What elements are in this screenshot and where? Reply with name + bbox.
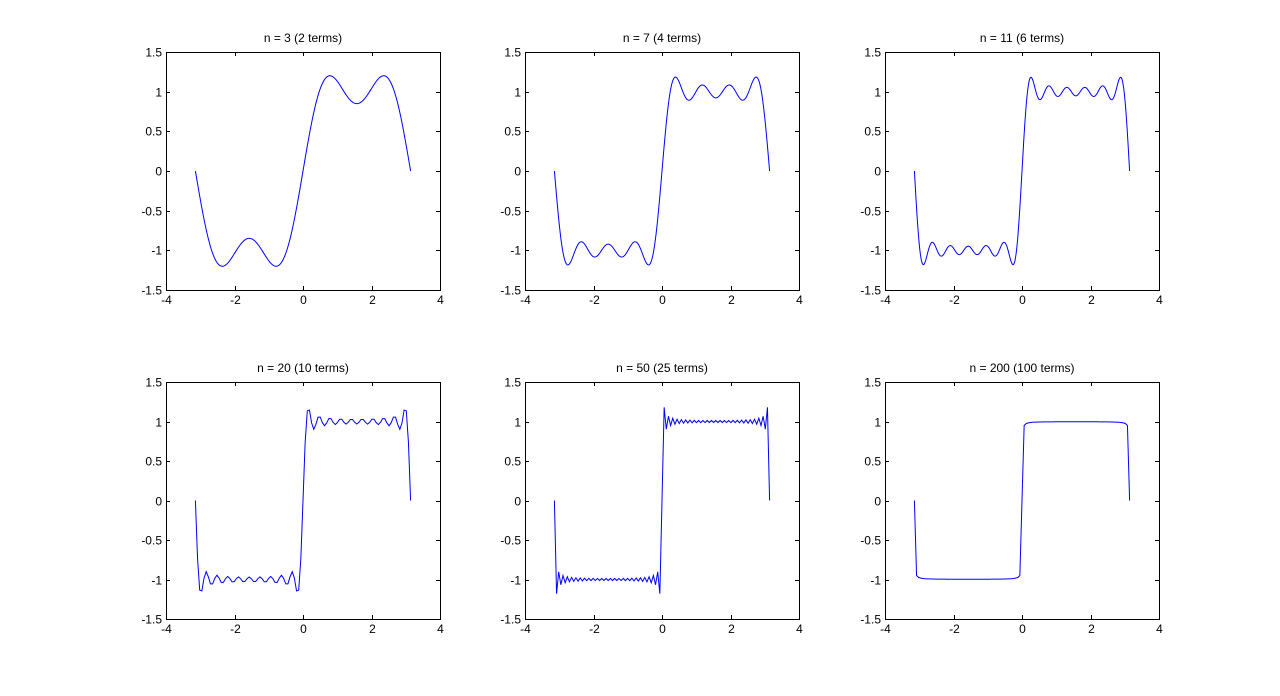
- x-tick-label: 2: [1088, 293, 1095, 307]
- y-tick-label: -1: [870, 574, 881, 588]
- x-tick-label: -2: [589, 622, 600, 636]
- y-tick-label: 1: [874, 416, 881, 430]
- x-tick-label: -2: [230, 293, 241, 307]
- series-line: [194, 409, 412, 592]
- y-tick-label: 0.5: [864, 125, 881, 139]
- subplot-5: n = 50 (25 terms) -4 -2 0 2 4 1.5 1 0.5 0 -0.5 -1 -1…: [500, 361, 803, 636]
- y-tick-label: 0.5: [145, 455, 162, 469]
- x-tick-label: 0: [659, 293, 666, 307]
- y-tick-label: -1: [870, 244, 881, 258]
- x-tick-label: 4: [1156, 622, 1163, 636]
- y-tick-label: -1.5: [500, 284, 521, 298]
- x-tick-label: 0: [659, 622, 666, 636]
- x-tick-label: 4: [796, 293, 803, 307]
- subplot-title: n = 200 (100 terms): [969, 361, 1074, 375]
- y-tick-label: -0.5: [141, 534, 162, 548]
- subplot-3: n = 11 (6 terms) -4 -2 0 2 4 1.5 1 0.5 0 -0.5 -1 -1.…: [860, 31, 1163, 307]
- y-tick-label: 1: [155, 416, 162, 430]
- y-tick-label: 0: [155, 165, 162, 179]
- y-tick-label: 0: [514, 495, 521, 509]
- y-tick-label: 1.5: [504, 376, 521, 390]
- subplot-title: n = 50 (25 terms): [616, 361, 708, 375]
- y-tick-label: -0.5: [860, 205, 881, 219]
- x-tick-label: 2: [369, 293, 376, 307]
- subplot-6: n = 200 (100 terms) -4 -2 0 2 4 1.5 1 0.5 0 -0.5 -1…: [860, 361, 1163, 636]
- y-tick-label: -0.5: [860, 534, 881, 548]
- x-tick-label: 2: [1088, 622, 1095, 636]
- x-tick-label: -2: [589, 293, 600, 307]
- y-tick-label: -1.5: [860, 613, 881, 627]
- x-tick-label: -4: [520, 622, 531, 636]
- subplot-1: n = 3 (2 terms) -4 -2 0 2 4 1.5 1 0.5 0 -0.5 -1 -1.5: [141, 31, 444, 307]
- y-tick-label: 1: [874, 86, 881, 100]
- y-tick-label: -0.5: [500, 205, 521, 219]
- x-tick-label: 0: [300, 622, 307, 636]
- y-tick-label: -1.5: [860, 284, 881, 298]
- x-tick-label: 4: [796, 622, 803, 636]
- subplot-2: n = 7 (4 terms) -4 -2 0 2 4 1.5 1 0.5 0 -0.5 -1 -1.5: [500, 31, 803, 307]
- subplot-title: n = 11 (6 terms): [980, 31, 1064, 45]
- y-tick-label: 1: [514, 86, 521, 100]
- y-tick-label: -1: [151, 244, 162, 258]
- y-tick-label: -1.5: [500, 613, 521, 627]
- y-tick-label: 0.5: [504, 125, 521, 139]
- y-tick-label: -1: [510, 244, 521, 258]
- subplot-title: n = 7 (4 terms): [623, 31, 701, 45]
- x-tick-label: 0: [1019, 293, 1026, 307]
- x-tick-label: -4: [880, 622, 891, 636]
- x-tick-label: 2: [728, 293, 735, 307]
- y-tick-label: 0: [514, 165, 521, 179]
- y-tick-label: -0.5: [500, 534, 521, 548]
- x-tick-label: 4: [437, 293, 444, 307]
- x-tick-label: 4: [437, 622, 444, 636]
- x-tick-label: -2: [949, 293, 960, 307]
- subplot-title: n = 3 (2 terms): [264, 31, 342, 45]
- y-tick-label: 1: [514, 416, 521, 430]
- series-line: [913, 421, 1131, 580]
- y-tick-label: 1.5: [864, 376, 881, 390]
- y-tick-label: 1.5: [504, 46, 521, 60]
- y-tick-label: -1.5: [141, 613, 162, 627]
- x-tick-label: 2: [369, 622, 376, 636]
- y-tick-label: 0.5: [864, 455, 881, 469]
- y-tick-label: -1: [510, 574, 521, 588]
- series-line: [913, 76, 1131, 266]
- y-tick-label: 1.5: [145, 46, 162, 60]
- x-tick-label: -4: [161, 293, 172, 307]
- x-tick-label: -4: [880, 293, 891, 307]
- series-line: [553, 76, 771, 266]
- y-tick-label: -1: [151, 574, 162, 588]
- y-tick-label: 0: [874, 165, 881, 179]
- x-tick-label: 0: [300, 293, 307, 307]
- y-tick-label: 0.5: [504, 455, 521, 469]
- x-tick-label: -4: [520, 293, 531, 307]
- y-tick-label: 1.5: [145, 376, 162, 390]
- y-tick-label: 0: [874, 495, 881, 509]
- subplot-4: n = 20 (10 terms) -4 -2 0 2 4 1.5 1 0.5 0 -0.5 -1 -1…: [141, 361, 444, 636]
- y-tick-label: -0.5: [141, 205, 162, 219]
- x-tick-label: 2: [728, 622, 735, 636]
- series-line: [553, 407, 771, 594]
- subplot-title: n = 20 (10 terms): [257, 361, 349, 375]
- y-tick-label: 1.5: [864, 46, 881, 60]
- y-tick-label: 0: [155, 495, 162, 509]
- series-line: [194, 75, 412, 267]
- y-tick-label: 0.5: [145, 125, 162, 139]
- x-tick-label: -2: [230, 622, 241, 636]
- x-tick-label: 0: [1019, 622, 1026, 636]
- y-tick-label: -1.5: [141, 284, 162, 298]
- y-tick-label: 1: [155, 86, 162, 100]
- x-tick-label: -2: [949, 622, 960, 636]
- x-tick-label: -4: [161, 622, 172, 636]
- x-tick-label: 4: [1156, 293, 1163, 307]
